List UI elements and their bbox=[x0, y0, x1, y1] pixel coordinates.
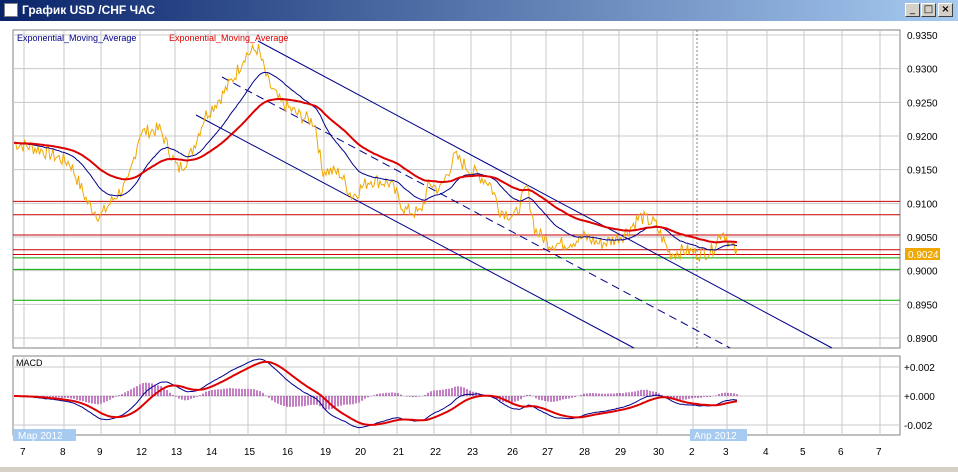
chart-window-icon bbox=[4, 3, 18, 17]
chart-area[interactable]: 0.9350 0.9300 0.9250 0.9200 0.9150 0.9100 0.90… bbox=[0, 21, 958, 467]
time-tick-label: 30 bbox=[653, 447, 665, 458]
time-tick-label: 29 bbox=[615, 447, 627, 458]
time-tick-label: 3 bbox=[723, 447, 729, 458]
regression-channel[interactable] bbox=[195, 40, 833, 349]
price-panel[interactable] bbox=[12, 29, 901, 349]
time-tick-label: 26 bbox=[507, 447, 519, 458]
time-tick-label: 14 bbox=[206, 447, 218, 458]
price-tick-label: 0.9200 bbox=[907, 132, 938, 143]
channel-upper bbox=[257, 40, 833, 349]
time-tick-label: 23 bbox=[467, 447, 479, 458]
time-tick-label: 27 bbox=[542, 447, 554, 458]
title-bar[interactable]: График USD /CHF ЧАС _ □ × bbox=[0, 0, 958, 21]
price-tick-label: 0.9050 bbox=[907, 233, 938, 244]
time-tick-label: 7 bbox=[876, 447, 882, 458]
macd-label: MACD bbox=[16, 358, 43, 368]
month-label-box-apr bbox=[690, 429, 747, 441]
time-tick-label: 6 bbox=[838, 447, 844, 458]
time-tick-label: 28 bbox=[579, 447, 591, 458]
legend-ema-slow: Exponential_Moving_Average bbox=[169, 33, 288, 43]
time-tick-label: 20 bbox=[355, 447, 367, 458]
time-tick-label: 4 bbox=[763, 447, 769, 458]
time-tick-label: 9 bbox=[97, 447, 103, 458]
month-labels: Мар 2012 Апр 2012 bbox=[13, 429, 747, 442]
macd-axis: +0.002 +0.000 -0.002 bbox=[904, 363, 935, 432]
macd-line bbox=[14, 358, 737, 429]
time-tick-label: 15 bbox=[244, 447, 256, 458]
time-tick-label: 8 bbox=[60, 447, 66, 458]
ema-fast-line bbox=[13, 71, 738, 251]
horizontal-levels[interactable] bbox=[13, 200, 900, 301]
ema-slow-line bbox=[14, 97, 738, 244]
price-tick-label: 0.8900 bbox=[907, 334, 938, 345]
price-axis: 0.9350 0.9300 0.9250 0.9200 0.9150 0.9100 0.90… bbox=[907, 31, 938, 345]
maximize-button[interactable]: □ bbox=[921, 3, 936, 17]
legend-ema-fast: Exponential_Moving_Average bbox=[17, 33, 136, 43]
price-tick-label: 0.9100 bbox=[907, 199, 938, 210]
macd-tick-label: +0.000 bbox=[904, 392, 935, 403]
month-label-box-mar bbox=[13, 429, 76, 441]
time-tick-label: 19 bbox=[320, 447, 332, 458]
time-tick-label: 2 bbox=[689, 447, 695, 458]
price-tick-label: 0.9150 bbox=[907, 166, 938, 177]
time-tick-label: 22 bbox=[430, 447, 442, 458]
price-tick-label: 0.9300 bbox=[907, 65, 938, 76]
chart-svg[interactable]: 0.9350 0.9300 0.9250 0.9200 0.9150 0.9100 0.90… bbox=[0, 21, 958, 467]
time-tick-label: 16 bbox=[282, 447, 294, 458]
macd-histogram bbox=[16, 382, 738, 410]
minimize-button[interactable]: _ bbox=[905, 3, 920, 17]
macd-tick-label: +0.002 bbox=[904, 363, 935, 374]
current-price-label: 0.9024 bbox=[908, 250, 939, 261]
channel-lower bbox=[195, 114, 635, 349]
price-tick-label: 0.9250 bbox=[907, 98, 938, 109]
time-tick-label: 7 bbox=[20, 447, 26, 458]
month-label-apr: Апр 2012 bbox=[694, 431, 737, 442]
price-tick-label: 0.9000 bbox=[907, 267, 938, 278]
macd-signal-line bbox=[14, 360, 738, 426]
macd-tick-label: -0.002 bbox=[904, 421, 933, 432]
price-lines bbox=[13, 43, 738, 263]
channel-middle bbox=[221, 76, 731, 349]
price-tick-label: 0.8950 bbox=[907, 300, 938, 311]
legend: Exponential_Moving_Average Exponential_M… bbox=[17, 33, 288, 43]
price-grid bbox=[13, 30, 900, 435]
window-title: График USD /CHF ЧАС bbox=[22, 3, 156, 17]
close-button[interactable]: × bbox=[938, 3, 953, 17]
macd-lines bbox=[14, 358, 738, 429]
current-price-badge bbox=[905, 248, 940, 260]
time-tick-label: 5 bbox=[800, 447, 806, 458]
price-tick-label: 0.9350 bbox=[907, 31, 938, 42]
time-tick-label: 12 bbox=[136, 447, 148, 458]
time-tick-label: 13 bbox=[171, 447, 183, 458]
month-label-mar: Мар 2012 bbox=[18, 431, 63, 442]
time-tick-label: 21 bbox=[393, 447, 405, 458]
current-price-tag: 0.9024 bbox=[905, 248, 940, 261]
time-axis: 7 8 9 12 13 14 15 16 19 20 21 22 23 26 27 28 29 30 2 3 4 5 6 7 bbox=[20, 447, 882, 458]
